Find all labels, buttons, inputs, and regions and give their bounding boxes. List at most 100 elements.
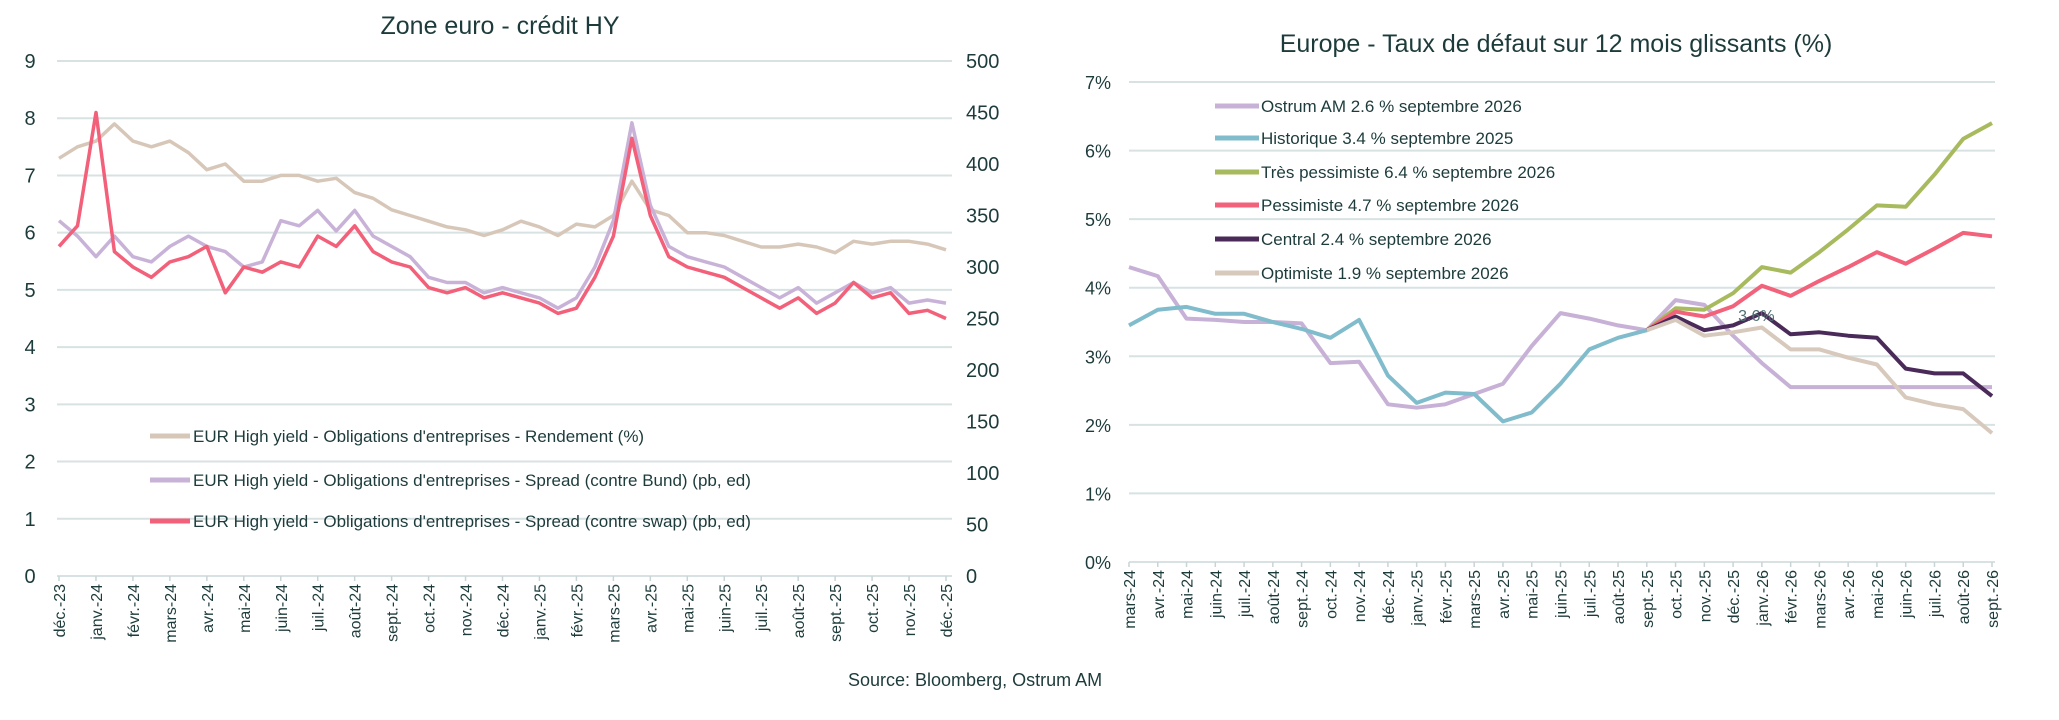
y-tick-label: 0%	[1085, 553, 1111, 573]
right-y-tick-label: 450	[966, 103, 999, 125]
x-tick-label: sept.-25	[1640, 570, 1657, 628]
legend-label: Très pessimiste 6.4 % septembre 2026	[1261, 163, 1555, 182]
series-line-2	[1128, 304, 1648, 424]
right-y-tick-label: 0	[966, 566, 977, 588]
left-y-tick-label: 3	[24, 394, 35, 416]
x-tick-label: avr.-26	[1841, 570, 1858, 619]
series-line-5	[1645, 311, 1994, 398]
x-tick-label: août-25	[791, 584, 808, 638]
x-tick-label: mars-24	[1122, 570, 1139, 629]
x-tick-label: juil.-24	[311, 584, 328, 632]
x-tick-label: mai-24	[1180, 570, 1197, 619]
x-tick-label: déc.-24	[496, 584, 513, 637]
series-line-6	[1646, 317, 1994, 435]
legend-label: EUR High yield - Obligations d'entrepris…	[193, 471, 751, 490]
x-tick-label: mai-24	[237, 584, 254, 633]
x-tick-label: oct.-24	[1323, 570, 1340, 619]
y-tick-label: 6%	[1085, 142, 1111, 162]
x-tick-label: déc.-25	[939, 584, 956, 637]
x-tick-label: avr.-25	[643, 584, 660, 633]
x-tick-label: juil.-25	[754, 584, 771, 632]
x-tick-label: juin-26	[1899, 570, 1916, 619]
series-line-1	[58, 122, 947, 255]
x-tick-label: mai-25	[1525, 570, 1542, 619]
left-y-tick-label: 8	[24, 108, 35, 130]
x-tick-label: févr.-25	[1438, 570, 1455, 623]
y-tick-label: 2%	[1085, 416, 1111, 436]
x-tick-label: nov.-24	[1352, 570, 1369, 622]
y-tick-label: 4%	[1085, 279, 1111, 299]
x-tick-label: oct.-25	[1669, 570, 1686, 619]
x-tick-label: août-25	[1611, 570, 1628, 624]
right-y-tick-label: 100	[966, 463, 999, 485]
x-tick-label: mai-25	[680, 584, 697, 633]
x-tick-label: mai-26	[1870, 570, 1887, 619]
legend-label: EUR High yield - Obligations d'entrepris…	[193, 427, 644, 446]
right-y-tick-label: 50	[966, 515, 988, 537]
x-tick-label: sept.-26	[1985, 570, 2002, 628]
series-line-4	[1645, 230, 1993, 332]
legend-label: Ostrum AM 2.6 % septembre 2026	[1261, 97, 1522, 116]
legend-label: EUR High yield - Obligations d'entrepris…	[193, 512, 751, 531]
left-y-tick-label: 6	[24, 223, 35, 245]
legend-label: Historique 3.4 % septembre 2025	[1261, 129, 1513, 148]
x-tick-label: févr.-24	[126, 584, 143, 637]
x-tick-label: mars-25	[1467, 570, 1484, 629]
right-y-tick-label: 500	[966, 51, 999, 73]
x-tick-label: janv.-25	[532, 584, 549, 641]
right-chart-title: Europe - Taux de défaut sur 12 mois glis…	[1280, 30, 1833, 58]
series-line-2	[57, 121, 947, 310]
default-rate-chart: Europe - Taux de défaut sur 12 mois glis…	[1085, 30, 2002, 629]
x-tick-label: août-24	[1266, 570, 1283, 624]
x-tick-label: juil.-26	[1927, 570, 1944, 618]
y-tick-label: 1%	[1085, 484, 1111, 504]
x-tick-label: juin-24	[274, 584, 291, 633]
left-y-tick-label: 7	[24, 165, 35, 187]
left-y-tick-label: 0	[24, 566, 35, 588]
x-tick-label: juin-24	[1208, 570, 1225, 619]
x-tick-label: sept.-25	[828, 584, 845, 642]
x-tick-label: avr.-25	[1496, 570, 1513, 619]
x-tick-label: juin-25	[1554, 570, 1571, 619]
left-y-tick-label: 2	[24, 452, 35, 474]
legend-label: Pessimiste 4.7 % septembre 2026	[1261, 196, 1519, 215]
x-tick-label: nov.-25	[902, 584, 919, 636]
y-tick-label: 5%	[1085, 210, 1111, 230]
x-tick-label: sept.-24	[1295, 570, 1312, 628]
x-tick-label: déc.-25	[1726, 570, 1743, 623]
legend-label: Central 2.4 % septembre 2026	[1261, 230, 1492, 249]
x-tick-label: oct.-24	[422, 584, 439, 633]
x-tick-label: juil.-25	[1582, 570, 1599, 618]
x-tick-label: janv.-24	[89, 584, 106, 641]
y-tick-label: 7%	[1085, 73, 1111, 93]
x-tick-label: juil.-24	[1237, 570, 1254, 618]
series-line-3	[57, 110, 947, 321]
x-tick-label: mars-26	[1812, 570, 1829, 629]
x-tick-label: nov.-24	[459, 584, 476, 636]
y-tick-label: 3%	[1085, 347, 1111, 367]
x-tick-label: déc.-23	[52, 584, 69, 637]
x-tick-label: févr.-26	[1784, 570, 1801, 623]
data-label-annotation: 3.6%	[1738, 308, 1774, 325]
x-tick-label: août-24	[348, 584, 365, 638]
right-y-tick-label: 350	[966, 206, 999, 228]
x-tick-label: août-26	[1956, 570, 1973, 624]
x-tick-label: nov.-25	[1697, 570, 1714, 622]
hy-credit-chart: Zone euro - crédit HY 0 1 2 3 4 5 6 7 8 9 0 50 100 15…	[24, 12, 999, 643]
left-y-tick-label: 4	[24, 337, 35, 359]
legend-label: Optimiste 1.9 % septembre 2026	[1261, 264, 1509, 283]
left-y-tick-label: 5	[24, 280, 35, 302]
right-y-tick-label: 250	[966, 309, 999, 331]
x-tick-label: mars-25	[606, 584, 623, 643]
x-tick-label: févr.-25	[569, 584, 586, 637]
left-chart-title: Zone euro - crédit HY	[381, 12, 620, 40]
right-y-tick-label: 150	[966, 412, 999, 434]
right-y-tick-label: 300	[966, 257, 999, 279]
right-y-tick-label: 400	[966, 154, 999, 176]
x-tick-label: janv.-26	[1755, 570, 1772, 627]
series-line-3	[1645, 121, 1993, 332]
right-y-tick-label: 200	[966, 360, 999, 382]
x-tick-label: janv.-25	[1410, 570, 1427, 627]
left-y-tick-label: 1	[24, 509, 35, 531]
